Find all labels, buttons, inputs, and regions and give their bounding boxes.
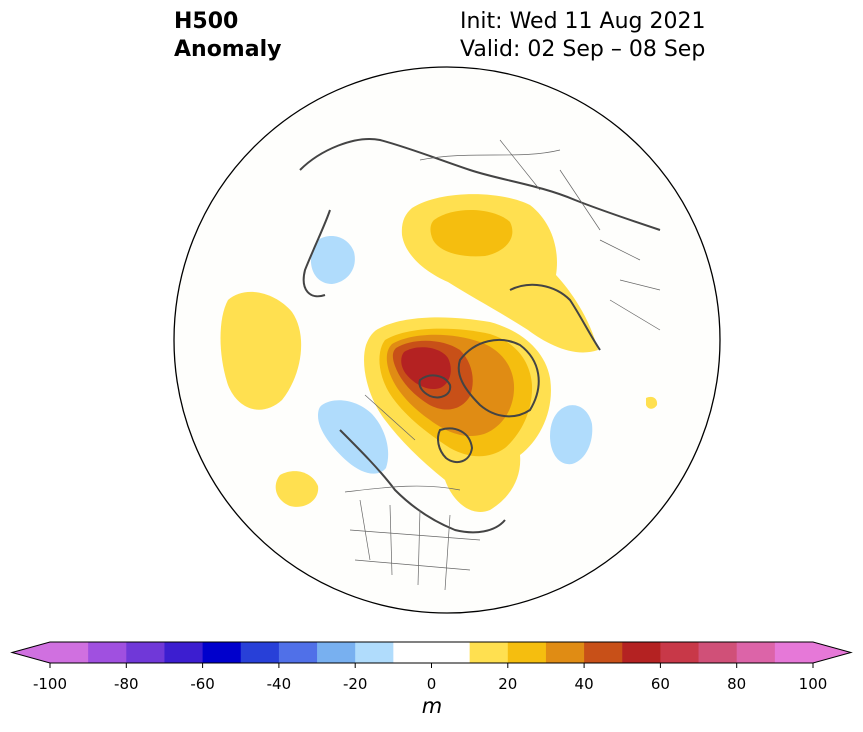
coastline-hudson-bay bbox=[437, 427, 474, 464]
negative-anomaly-okhotsk bbox=[310, 236, 355, 284]
colorbar-segments bbox=[10, 641, 853, 664]
colorbar-segment bbox=[774, 642, 814, 663]
colorbar-segment bbox=[469, 642, 509, 663]
colorbar-ticks bbox=[49, 663, 814, 668]
colorbar-segment bbox=[126, 642, 165, 663]
colorbar-tick-label: 20 bbox=[498, 675, 518, 693]
border-states-2 bbox=[349, 529, 481, 571]
positive-anomaly-pacific bbox=[220, 291, 302, 410]
colorbar-tick-label: 80 bbox=[727, 675, 747, 693]
coastline-arctic-islands bbox=[418, 374, 452, 399]
colorbar-segment bbox=[202, 642, 242, 663]
positive-anomaly-canada bbox=[646, 396, 658, 409]
coastline-europe bbox=[509, 283, 601, 351]
negative-anomaly-gulf-of-alaska bbox=[318, 400, 389, 474]
positive-anomaly-siberia-core bbox=[430, 210, 513, 257]
colorbar-tick-label: -100 bbox=[32, 675, 68, 693]
border-russia bbox=[419, 139, 601, 231]
colorbar-segment bbox=[317, 642, 356, 663]
colorbar-segment bbox=[736, 642, 776, 663]
border-alaska bbox=[364, 394, 416, 441]
colorbar-segment bbox=[50, 642, 89, 663]
map-boundary bbox=[173, 66, 721, 614]
positive-anomaly-subtropical-pacific bbox=[275, 471, 319, 507]
colorbar-segment bbox=[164, 642, 204, 663]
colorbar-tick-label: 100 bbox=[798, 675, 828, 693]
positive-anomaly-arctic-50 bbox=[401, 347, 451, 390]
colorbar-tick-label: -80 bbox=[114, 675, 139, 693]
colorbar-segment bbox=[584, 642, 623, 663]
init-date: Init: Wed 11 Aug 2021 bbox=[460, 9, 706, 34]
title-right: Init: Wed 11 Aug 2021 Valid: 02 Sep – 08… bbox=[460, 8, 705, 64]
colorbar-segment bbox=[545, 642, 585, 663]
polar-map bbox=[173, 66, 721, 614]
colorbar bbox=[10, 641, 853, 668]
coastline-greenland bbox=[457, 339, 540, 418]
colorbar-segment bbox=[393, 642, 432, 663]
colorbar-segment bbox=[88, 642, 127, 663]
colorbar-segment bbox=[698, 642, 738, 663]
colorbar-tick-label: -40 bbox=[266, 675, 292, 693]
border-europe bbox=[599, 239, 661, 331]
border-usa-canada bbox=[344, 485, 461, 493]
colorbar-tick-label: 0 bbox=[426, 675, 437, 693]
border-states-1 bbox=[359, 499, 451, 591]
colorbar-extend-over bbox=[813, 642, 851, 663]
valid-range: Valid: 02 Sep – 08 Sep bbox=[460, 37, 706, 62]
coastline-north-america bbox=[339, 429, 506, 534]
colorbar-segment bbox=[660, 642, 700, 663]
coastlines bbox=[299, 138, 661, 534]
colorbar-tick-label: 60 bbox=[650, 675, 670, 693]
negative-anomaly-atlantic bbox=[550, 405, 593, 465]
colorbar-tick-label: -20 bbox=[342, 675, 368, 693]
colorbar-segment bbox=[507, 642, 547, 663]
borders bbox=[344, 139, 661, 591]
colorbar-segment bbox=[240, 642, 280, 663]
colorbar-unit: m bbox=[421, 694, 443, 718]
colorbar-segment bbox=[355, 642, 394, 663]
colorbar-segment bbox=[278, 642, 318, 663]
coastline-kamchatka bbox=[302, 209, 331, 298]
title-variable: H500 bbox=[174, 9, 239, 34]
colorbar-segment bbox=[622, 642, 661, 663]
colorbar-tick-label: 40 bbox=[574, 675, 594, 693]
colorbar-tick-label: -60 bbox=[190, 675, 215, 693]
title-left: H500 Anomaly bbox=[174, 8, 281, 64]
colorbar-segment bbox=[431, 642, 471, 663]
title-subtitle: Anomaly bbox=[174, 37, 282, 62]
coastline-asia bbox=[299, 138, 661, 231]
colorbar-extend-under bbox=[12, 642, 50, 663]
